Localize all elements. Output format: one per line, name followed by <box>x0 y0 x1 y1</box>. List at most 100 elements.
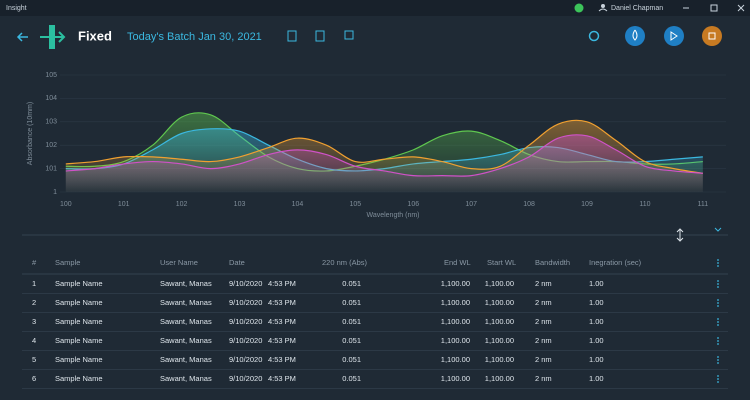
user-icon-body <box>598 8 608 12</box>
y-tick-label: 101 <box>45 165 57 172</box>
cell: 1,100.00 <box>485 298 514 307</box>
cell: 1.00 <box>589 317 604 326</box>
cell: 1 <box>32 279 36 288</box>
header-menu[interactable] <box>717 259 719 267</box>
menu-dot <box>717 286 719 288</box>
menu-dot <box>717 375 719 377</box>
line <box>65 134 703 177</box>
area <box>65 134 703 192</box>
column-header: User Name <box>160 258 198 267</box>
cell: 9/10/2020 <box>229 355 262 364</box>
cell: 1,100.00 <box>485 317 514 326</box>
column-header: Inegration (sec) <box>589 258 642 267</box>
column-header: Start WL <box>487 258 516 267</box>
menu-dot <box>717 381 719 383</box>
cell: 0.051 <box>342 374 361 383</box>
close[interactable] <box>737 4 745 12</box>
cell: 4:53 PM <box>268 374 296 383</box>
cell: 4:53 PM <box>268 298 296 307</box>
y-tick-label: 103 <box>45 119 57 126</box>
y-tick-label: 105 <box>45 72 57 79</box>
row-menu[interactable] <box>717 337 719 345</box>
cell: 2 nm <box>535 279 552 288</box>
collapse-button[interactable] <box>714 227 722 232</box>
cell: 1,100.00 <box>441 355 470 364</box>
x-axis-label: Wavelength (nm) <box>366 212 419 219</box>
cell: 1,100.00 <box>441 298 470 307</box>
cell: 2 nm <box>535 336 552 345</box>
cell: 4:53 PM <box>268 317 296 326</box>
x-tick-label: 111 <box>698 201 709 208</box>
menu-dot <box>717 378 719 380</box>
cell: 0.051 <box>342 355 361 364</box>
cell: Sawant, Manas <box>160 355 212 364</box>
cell: 2 nm <box>535 374 552 383</box>
cell: 1,100.00 <box>485 336 514 345</box>
stop-icon <box>708 32 716 40</box>
x-tick-label: 105 <box>350 201 362 208</box>
x-tick-label: 109 <box>581 201 593 208</box>
cell: 0.051 <box>342 336 361 345</box>
cell: 9/10/2020 <box>229 298 262 307</box>
row-menu[interactable] <box>717 356 719 364</box>
x-tick-label: 108 <box>523 201 535 208</box>
x-tick-label: 106 <box>407 201 419 208</box>
cell: 0.051 <box>342 317 361 326</box>
y-tick-label: 102 <box>45 142 57 149</box>
cell: Sample Name <box>55 298 103 307</box>
cell: 9/10/2020 <box>229 336 262 345</box>
column-header: End WL <box>444 258 471 267</box>
x-tick-label: 110 <box>639 201 650 208</box>
drop-button[interactable] <box>625 26 645 46</box>
menu-dot <box>717 302 719 304</box>
cell: 1.00 <box>589 298 604 307</box>
cell: 1,100.00 <box>485 279 514 288</box>
table: # Sample User Name Date 220 nm (Abs) End WL St… <box>22 258 728 389</box>
cell: Sample Name <box>55 355 103 364</box>
menu-dot <box>717 259 719 261</box>
row-menu[interactable] <box>717 299 719 307</box>
copy-button[interactable] <box>315 30 325 42</box>
row-menu[interactable] <box>717 375 719 383</box>
x-tick-label: 102 <box>176 201 188 208</box>
logo-arrow <box>40 31 66 43</box>
menu-dot <box>717 318 719 320</box>
play-icon <box>670 31 678 41</box>
cell: 6 <box>32 374 36 383</box>
x-tick-label: 100 <box>60 201 72 208</box>
maximize[interactable] <box>710 4 718 12</box>
settings-button[interactable] <box>588 30 600 42</box>
cell: 1,100.00 <box>485 374 514 383</box>
layers-button[interactable] <box>344 30 354 40</box>
x-tick-label: 101 <box>118 201 130 208</box>
cell: 0.051 <box>342 298 361 307</box>
cell: 9/10/2020 <box>229 317 262 326</box>
menu-dot <box>717 356 719 358</box>
cell: 1.00 <box>589 355 604 364</box>
cell: Sawant, Manas <box>160 374 212 383</box>
cell: 1,100.00 <box>441 317 470 326</box>
row-menu[interactable] <box>717 318 719 326</box>
cell: 1,100.00 <box>485 355 514 364</box>
batch-name: Today's Batch Jan 30, 2021 <box>127 31 262 43</box>
drop-icon <box>632 29 638 41</box>
back-button[interactable] <box>16 32 28 42</box>
cell: 1,100.00 <box>441 336 470 345</box>
cell: 1.00 <box>589 374 604 383</box>
stop-button[interactable] <box>702 26 722 46</box>
play-button[interactable] <box>664 26 684 46</box>
menu-dot <box>717 280 719 282</box>
user-icon <box>601 4 605 8</box>
menu-dot <box>717 262 719 264</box>
resize-handle[interactable] <box>676 228 684 242</box>
row-menu[interactable] <box>717 280 719 288</box>
cell: Sawant, Manas <box>160 298 212 307</box>
doc-button[interactable] <box>287 30 297 42</box>
cell: 1,100.00 <box>441 279 470 288</box>
cell: 1.00 <box>589 279 604 288</box>
menu-dot <box>717 321 719 323</box>
cell: 2 nm <box>535 355 552 364</box>
page-title: Fixed <box>78 28 112 43</box>
